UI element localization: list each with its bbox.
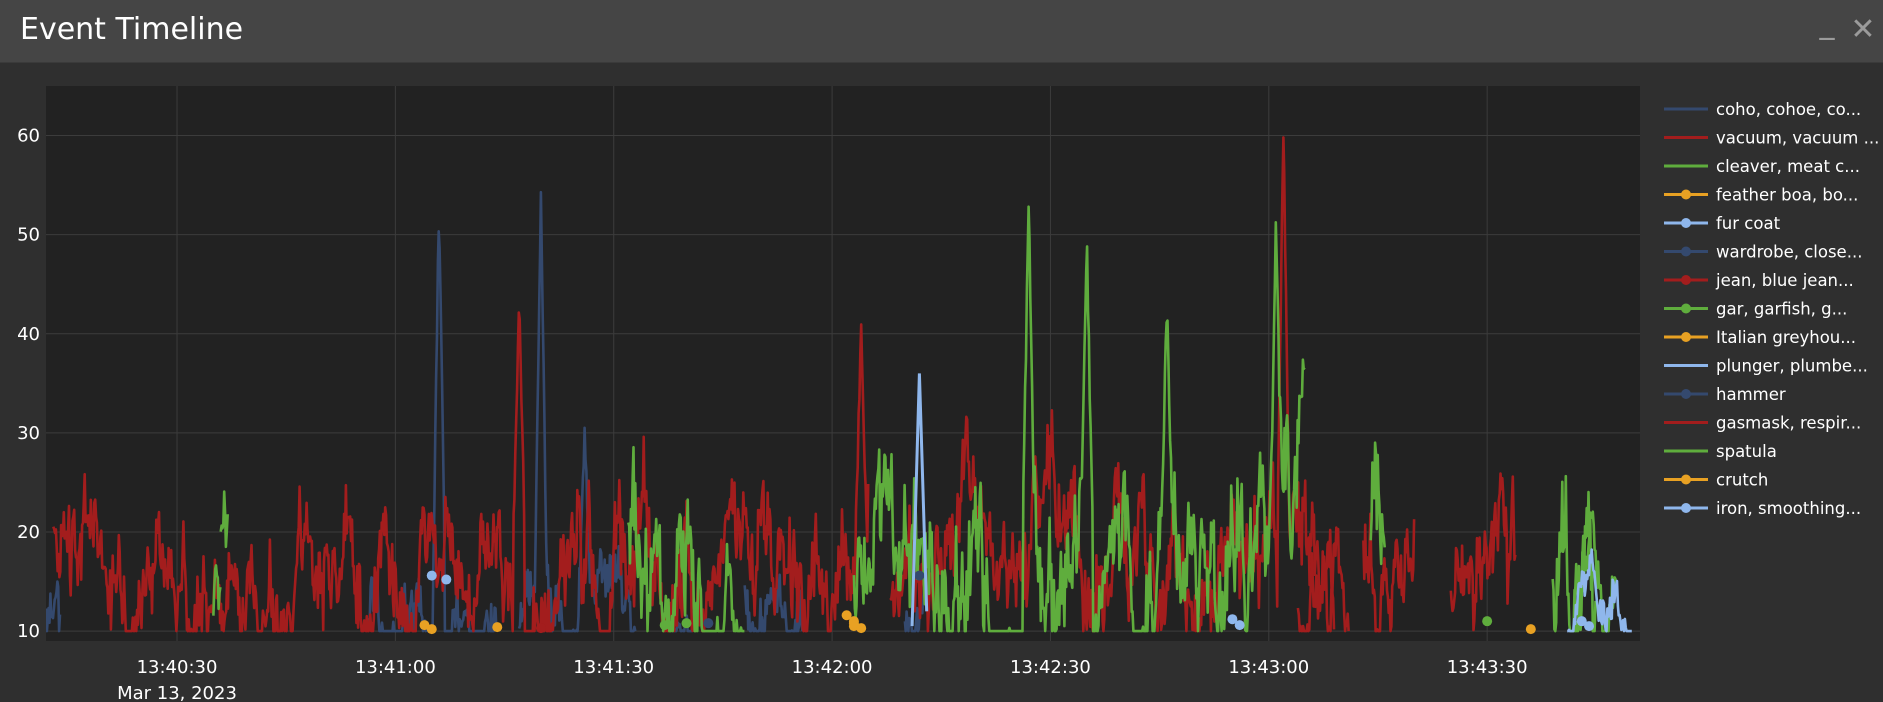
series-0-line	[903, 582, 928, 633]
series-4-point	[1234, 620, 1245, 631]
x-tick-label: 13:43:00	[1228, 657, 1309, 678]
chart-area: 10 20 30 40 50 60 13:40:30 13:41:00 13:41:30 13:4…	[0, 63, 1883, 702]
legend-label: plunger, plumbe...	[1716, 357, 1868, 376]
legend-label: gar, garfish, g...	[1716, 300, 1847, 319]
legend-item[interactable]: coho, cohoe, co...	[1664, 100, 1861, 119]
y-tick-label: 20	[17, 522, 40, 543]
y-tick-label: 30	[17, 423, 40, 444]
legend-marker	[1681, 389, 1691, 399]
series-1-line	[889, 136, 1336, 633]
legend-label: coho, cohoe, co...	[1716, 100, 1861, 119]
legend-item[interactable]: wardrobe, close...	[1664, 243, 1862, 262]
legend-label: Italian greyhou...	[1716, 328, 1856, 347]
legend-label: hammer	[1716, 385, 1786, 404]
legend-label: feather boa, bo...	[1716, 186, 1858, 205]
y-tick-label: 10	[17, 621, 40, 642]
series-7-point	[1482, 616, 1493, 627]
window-title: Event Timeline	[20, 12, 244, 47]
series-4-point	[426, 570, 437, 581]
legend-item[interactable]: hammer	[1664, 385, 1786, 404]
series-3-point	[841, 610, 852, 621]
legend-marker	[1681, 332, 1691, 342]
legend-label: wardrobe, close...	[1716, 243, 1862, 262]
legend-label: gasmask, respir...	[1716, 414, 1861, 433]
legend-marker	[1681, 218, 1691, 228]
legend-label: iron, smoothing...	[1716, 499, 1861, 518]
legend-marker	[1681, 303, 1691, 314]
series-2-line	[627, 445, 745, 633]
legend-item[interactable]: crutch	[1664, 471, 1768, 490]
legend-item[interactable]: spatula	[1664, 442, 1777, 461]
legend-item[interactable]: iron, smoothing...	[1664, 499, 1861, 518]
legend-item[interactable]: cleaver, meat c...	[1664, 157, 1860, 176]
series-3-point	[856, 623, 867, 634]
series-10-point	[46, 611, 51, 622]
series-7-point	[659, 620, 670, 631]
series-6-point	[535, 623, 546, 634]
series-group	[46, 136, 1633, 635]
series-1-line	[1449, 472, 1517, 632]
series-4-point	[1576, 616, 1587, 627]
x-tick-label: 13:42:00	[792, 657, 873, 678]
y-tick-label: 40	[17, 324, 40, 345]
legend-item[interactable]: jean, blue jean...	[1664, 271, 1854, 290]
x-tick-label: 13:41:00	[355, 657, 436, 678]
series-7-point	[681, 618, 692, 629]
title-bar: Event Timeline _ ✕	[0, 0, 1883, 63]
legend-item[interactable]: gasmask, respir...	[1664, 414, 1861, 433]
legend-label: crutch	[1716, 471, 1768, 490]
series-12-line	[212, 564, 222, 616]
legend-marker	[1681, 275, 1691, 285]
series-2-line	[1551, 474, 1597, 633]
series-3-point	[1525, 624, 1536, 635]
legend-marker	[1681, 503, 1691, 513]
series-1-line	[52, 311, 870, 633]
series-2-line	[219, 490, 229, 549]
legend-item[interactable]: feather boa, bo...	[1664, 186, 1858, 205]
x-date-label: Mar 13, 2023	[117, 683, 237, 702]
series-5-point	[914, 570, 925, 581]
close-icon[interactable]: ✕	[1850, 12, 1876, 47]
series-5-point	[703, 618, 714, 629]
legend-item[interactable]: fur coat	[1664, 214, 1781, 233]
y-tick-label: 60	[17, 126, 40, 147]
timeline-chart[interactable]: 10 20 30 40 50 60 13:40:30 13:41:00 13:41:30 13:4…	[0, 63, 1883, 702]
legend-item[interactable]: vacuum, vacuum ...	[1664, 129, 1879, 148]
minimize-icon[interactable]: _	[1819, 6, 1835, 41]
series-1-line	[1362, 512, 1416, 633]
series-2-line	[1369, 441, 1386, 566]
legend-marker	[1681, 474, 1691, 485]
legend-item[interactable]: plunger, plumbe...	[1664, 357, 1868, 376]
x-tick-label: 13:43:30	[1447, 657, 1528, 678]
legend-label: vacuum, vacuum ...	[1716, 129, 1879, 148]
legend-marker	[1681, 189, 1691, 200]
series-13-point	[848, 618, 859, 629]
series-3-point	[492, 622, 503, 633]
x-tick-label: 13:40:30	[137, 657, 218, 678]
series-4-point	[1584, 621, 1595, 632]
legend-label: jean, blue jean...	[1715, 271, 1854, 290]
legend: coho, cohoe, co... vacuum, vacuum ... clea…	[1664, 100, 1879, 518]
series-2-line	[852, 205, 1306, 633]
legend-label: spatula	[1716, 442, 1777, 461]
series-9-line	[910, 373, 929, 627]
series-0-line	[517, 190, 637, 633]
series-4-point	[1227, 614, 1238, 625]
series-11-line	[1296, 526, 1350, 633]
y-tick-label: 50	[17, 225, 40, 246]
legend-item[interactable]: gar, garfish, g...	[1664, 300, 1847, 319]
series-3-point	[426, 624, 437, 635]
series-14-line	[1566, 548, 1633, 633]
legend-marker	[1681, 246, 1691, 257]
x-tick-label: 13:41:30	[573, 657, 654, 678]
legend-label: fur coat	[1716, 214, 1781, 233]
legend-label: cleaver, meat c...	[1716, 157, 1860, 176]
legend-item[interactable]: Italian greyhou...	[1664, 328, 1856, 347]
series-4-point	[441, 574, 452, 585]
x-tick-label: 13:42:30	[1010, 657, 1091, 678]
